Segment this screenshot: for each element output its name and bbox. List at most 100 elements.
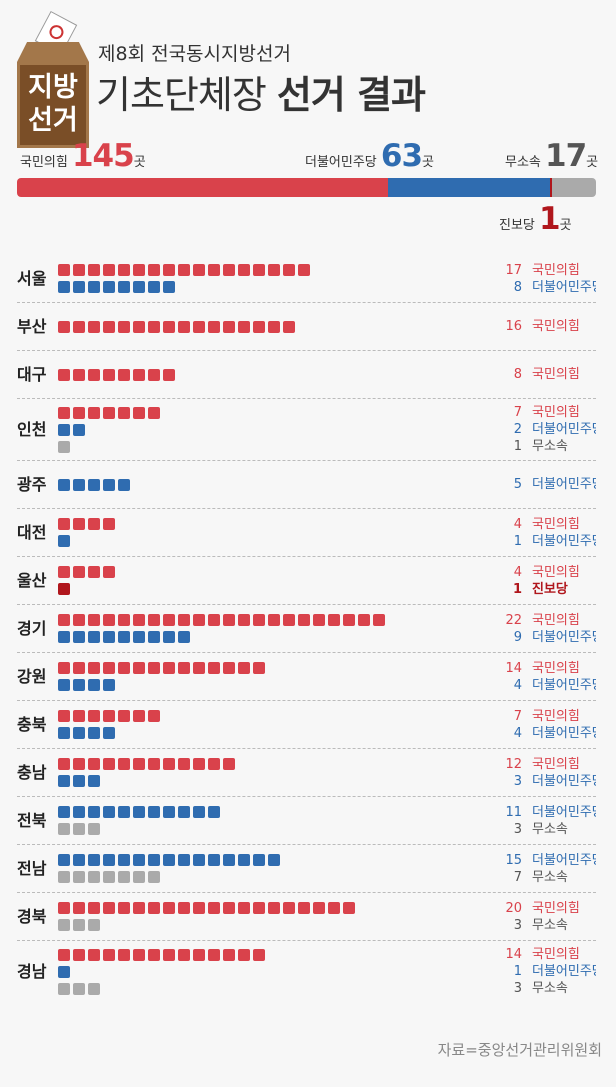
seat-square bbox=[148, 406, 160, 419]
party-name: 국민의힘 bbox=[532, 660, 580, 676]
seat-square bbox=[58, 902, 70, 914]
result-labels: 7 국민의힘 4 더불어민주당 bbox=[496, 708, 596, 742]
seat-square bbox=[163, 264, 175, 276]
seat-square bbox=[88, 518, 100, 530]
seat-square bbox=[163, 806, 175, 818]
seat-squares bbox=[58, 660, 496, 694]
seat-square bbox=[208, 948, 220, 961]
seat-square bbox=[73, 710, 85, 722]
result-label: 3 더불어민주당 bbox=[496, 773, 596, 790]
seat-square bbox=[73, 871, 85, 883]
seat-square bbox=[148, 806, 160, 818]
seat-square bbox=[208, 662, 220, 674]
seat-square bbox=[73, 679, 85, 691]
seat-square bbox=[283, 902, 295, 914]
seat-square bbox=[133, 662, 145, 674]
seat-square bbox=[253, 902, 265, 914]
result-label: 15 더불어민주당 bbox=[496, 852, 596, 869]
seat-square bbox=[73, 518, 85, 530]
seat-count: 3 bbox=[513, 821, 522, 837]
seat-square bbox=[133, 806, 145, 818]
seat-count: 3 bbox=[513, 773, 522, 789]
seat-count: 20 bbox=[505, 900, 522, 916]
party-name: 무소속 bbox=[532, 869, 568, 885]
result-label: 1 진보당 bbox=[496, 581, 596, 598]
seat-square bbox=[193, 264, 205, 276]
party-name: 더불어민주당 bbox=[532, 677, 596, 693]
region-name: 경북 bbox=[17, 906, 47, 926]
region-row: 경남 14 국민의힘 1 더불어민주당 3 무소속 bbox=[17, 941, 596, 1002]
seat-square bbox=[58, 806, 70, 818]
seat-square bbox=[148, 264, 160, 276]
seat-square bbox=[148, 631, 160, 643]
seat-square bbox=[103, 662, 115, 674]
seat-square bbox=[268, 614, 280, 626]
seat-count: 5 bbox=[513, 477, 522, 492]
seat-square bbox=[103, 948, 115, 961]
seat-square bbox=[103, 478, 115, 491]
party-name: 무소속 bbox=[532, 439, 568, 454]
region-row: 부산 16 국민의힘 bbox=[17, 303, 596, 351]
seat-square bbox=[193, 758, 205, 770]
seat-square bbox=[223, 948, 235, 961]
seat-count: 11 bbox=[505, 804, 522, 820]
result-label: 4 국민의힘 bbox=[496, 564, 596, 581]
region-row: 서울 17 국민의힘 8 더불어민주당 bbox=[17, 255, 596, 303]
seat-square bbox=[283, 614, 295, 626]
result-label: 20 국민의힘 bbox=[496, 900, 596, 917]
logo-box: 지방 선거 bbox=[17, 62, 89, 148]
seat-square bbox=[253, 614, 265, 626]
party-name: 무소속 bbox=[532, 821, 568, 837]
seat-square bbox=[58, 535, 70, 547]
region-row: 광주 5 더불어민주당 bbox=[17, 461, 596, 509]
seat-square bbox=[253, 854, 265, 866]
seat-count: 1 bbox=[513, 533, 522, 549]
seat-square bbox=[283, 264, 295, 276]
seat-square bbox=[73, 478, 85, 491]
seat-square bbox=[58, 583, 70, 595]
seat-square bbox=[148, 614, 160, 626]
region-row: 강원 14 국민의힘 4 더불어민주당 bbox=[17, 653, 596, 701]
seat-square bbox=[58, 871, 70, 883]
seat-square bbox=[223, 614, 235, 626]
seat-line bbox=[58, 421, 496, 438]
seat-square bbox=[223, 854, 235, 866]
seat-square bbox=[88, 406, 100, 419]
seat-square bbox=[103, 854, 115, 866]
seat-count: 4 bbox=[513, 516, 522, 532]
seat-square bbox=[58, 854, 70, 866]
seat-square bbox=[208, 264, 220, 276]
seat-line bbox=[58, 516, 496, 533]
seat-square bbox=[73, 566, 85, 578]
result-label: 16 국민의힘 bbox=[496, 318, 596, 335]
party-name: 국민의힘 bbox=[532, 708, 580, 724]
region-row: 충북 7 국민의힘 4 더불어민주당 bbox=[17, 701, 596, 749]
seat-square bbox=[58, 281, 70, 293]
party-name: 무소속 bbox=[532, 917, 568, 933]
seat-square bbox=[88, 478, 100, 491]
seat-square bbox=[268, 320, 280, 333]
seat-square bbox=[58, 948, 70, 961]
seat-square bbox=[208, 854, 220, 866]
seat-square bbox=[103, 406, 115, 419]
party-name: 더불어민주당 bbox=[532, 804, 596, 820]
seat-square bbox=[88, 806, 100, 818]
seat-line bbox=[58, 821, 496, 838]
seat-square bbox=[223, 662, 235, 674]
seat-square bbox=[133, 948, 145, 961]
seat-square bbox=[238, 614, 250, 626]
seat-square bbox=[238, 902, 250, 914]
seat-line bbox=[58, 660, 496, 677]
region-name: 서울 bbox=[17, 268, 47, 288]
seat-square bbox=[148, 710, 160, 722]
party-name: 국민의힘 bbox=[532, 262, 580, 278]
region-row: 전북 11 더불어민주당 3 무소속 bbox=[17, 797, 596, 845]
party-name: 국민의힘 bbox=[20, 155, 68, 170]
seat-square bbox=[58, 566, 70, 578]
seat-square bbox=[163, 902, 175, 914]
seat-square bbox=[163, 662, 175, 674]
seat-square bbox=[103, 871, 115, 883]
region-name: 전북 bbox=[17, 810, 47, 830]
seat-square bbox=[73, 631, 85, 643]
seat-square bbox=[133, 614, 145, 626]
